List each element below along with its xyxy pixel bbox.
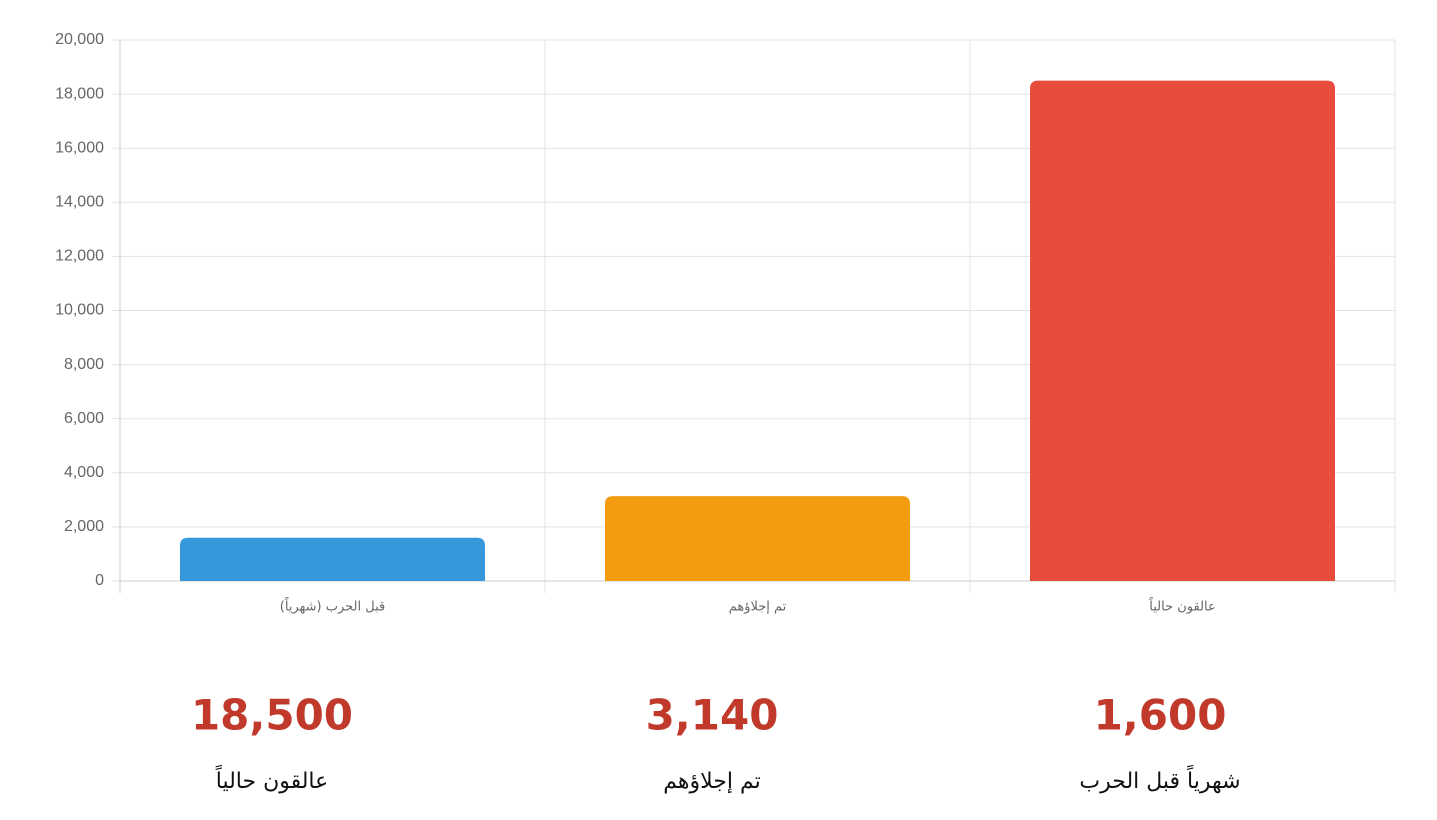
x-tick-label: تم إجلاؤهم: [729, 600, 787, 615]
bar: [1030, 80, 1335, 581]
stat-value: 3,140: [646, 691, 779, 740]
bar: [180, 537, 485, 581]
stat-label: عالقون حالياً: [215, 764, 328, 794]
y-tick-label: 18,000: [55, 85, 104, 102]
y-tick-label: 20,000: [55, 31, 104, 48]
bar: [605, 496, 910, 581]
y-tick-label: 10,000: [55, 302, 104, 319]
y-tick-label: 4,000: [64, 464, 104, 481]
stat-label: شهرياً قبل الحرب: [1079, 764, 1240, 794]
y-tick-label: 12,000: [55, 248, 104, 265]
y-tick-label: 6,000: [64, 410, 104, 427]
y-tick-label: 16,000: [55, 139, 104, 156]
y-tick-label: 0: [95, 572, 104, 589]
y-tick-label: 14,000: [55, 194, 104, 211]
y-tick-label: 8,000: [64, 356, 104, 373]
stat-label: تم إجلاؤهم: [663, 769, 760, 794]
x-tick-label: عالقون حالياً: [1149, 597, 1216, 615]
stat-value: 18,500: [191, 691, 353, 740]
x-tick-label: قبل الحرب (شهرياً): [280, 597, 385, 615]
stat-value: 1,600: [1094, 691, 1227, 740]
y-tick-label: 2,000: [64, 518, 104, 535]
